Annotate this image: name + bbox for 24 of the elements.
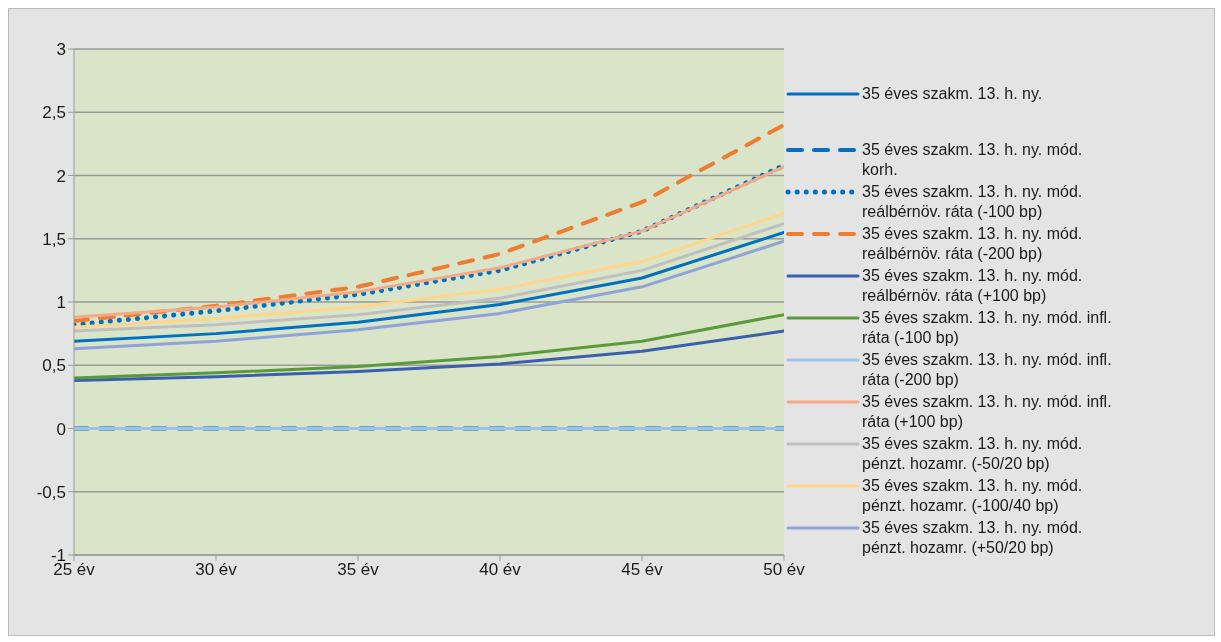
y-tick-label: -0,5 — [36, 482, 66, 502]
x-tick-label: 35 év — [337, 560, 380, 580]
x-tick-label: 40 év — [479, 560, 522, 580]
y-tick-label: 1 — [56, 293, 66, 313]
legend-label: 35 éves szakm. 13. h. ny. mód. reálbérnöv. ráta (-200 bp) — [862, 224, 1084, 264]
x-tick-label: 50 év — [763, 560, 806, 580]
legend-label: 35 éves szakm. 13. h. ny. mód. pénzt. hozamr. (-50/20 bp) — [862, 434, 1084, 474]
y-tick-label: 2,5 — [42, 103, 66, 123]
y-tick-label: 1,5 — [42, 229, 66, 249]
legend-label: 35 éves szakm. 13. h. ny. mód. infl. ráta (-100 bp) — [862, 308, 1112, 348]
y-tick-label: 0,5 — [42, 356, 66, 376]
y-tick-label: 3 — [56, 40, 66, 60]
x-tick-label: 30 év — [195, 560, 238, 580]
legend-label: 35 éves szakm. 13. h. ny. mód. pénzt. hozamr. (-100/40 bp) — [862, 476, 1084, 516]
legend-label: 35 éves szakm. 13. h. ny. mód. reálbérnöv. ráta (-100 bp) — [862, 182, 1084, 222]
legend-label: 35 éves szakm. 13. h. ny. mód. pénzt. hozamr. (+50/20 bp) — [862, 518, 1084, 558]
legend-label: 35 éves szakm. 13. h. ny. mód. korh. — [862, 140, 1084, 180]
legend-label: 35 éves szakm. 13. h. ny. mód. reálbérnöv. ráta (+100 bp) — [862, 266, 1084, 306]
x-tick-label: 45 év — [621, 560, 664, 580]
legend-label: 35 éves szakm. 13. h. ny. mód. infl. ráta (-200 bp) — [862, 350, 1112, 390]
legend-label: 35 éves szakm. 13. h. ny. mód. infl. ráta (+100 bp) — [862, 392, 1112, 432]
legend-label: 35 éves szakm. 13. h. ny. — [862, 84, 1044, 104]
y-tick-label: 0 — [56, 419, 66, 439]
y-tick-label: 2 — [56, 166, 66, 186]
